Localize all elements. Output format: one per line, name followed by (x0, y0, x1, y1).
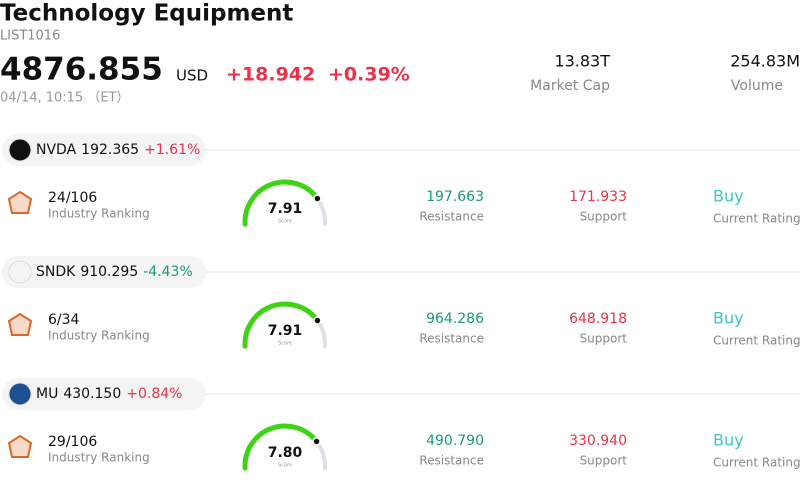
change: +1.61% (144, 142, 200, 158)
resistance-label: Resistance (419, 210, 484, 224)
ranking-label: Industry Ranking (48, 329, 150, 343)
resistance: 490.790 (426, 433, 484, 449)
score-label: Score (278, 341, 292, 347)
support: 330.940 (569, 433, 627, 449)
title: Technology Equipment (0, 1, 293, 27)
ranking: 29/106 (48, 434, 97, 450)
ranking-label: Industry Ranking (48, 451, 150, 465)
change: +18.942 (226, 64, 315, 86)
support-label: Support (580, 454, 628, 468)
change: +0.84% (126, 386, 182, 402)
ticker: SNDK (36, 264, 76, 280)
ranking-icon (7, 434, 33, 458)
code: LIST1016 (0, 29, 60, 44)
ranking-label: Industry Ranking (48, 207, 150, 221)
score: 7.91 (268, 323, 303, 339)
rating-label: Current Rating (713, 334, 800, 348)
price: 192.365 (81, 142, 139, 158)
currency: USD (176, 67, 208, 85)
rating-label: Current Rating (713, 212, 800, 226)
ticker: MU (36, 386, 58, 402)
gauge-fill (242, 301, 320, 349)
rating: Buy (713, 431, 744, 450)
score-label: Score (278, 463, 292, 469)
stock-logo (8, 138, 32, 162)
resistance: 197.663 (426, 189, 484, 205)
ranking-icon (7, 312, 33, 336)
change-pct: +0.39% (328, 64, 410, 86)
ranking: 24/106 (48, 190, 97, 206)
gauge-fill (242, 423, 320, 471)
stock-pill (2, 256, 206, 288)
volume-label: Volume (731, 78, 783, 94)
stock-ticker: SNDK 910.295 -4.43% (36, 264, 193, 280)
score-label: Score (278, 219, 292, 225)
market-cap: 13.83T (554, 52, 610, 71)
stock-ticker: MU 430.150 +0.84% (36, 386, 182, 402)
score: 7.91 (268, 201, 303, 217)
gauge-dot (313, 194, 322, 203)
stock-pill (2, 378, 206, 410)
rating: Buy (713, 187, 744, 206)
support: 648.918 (569, 311, 627, 327)
rating-label: Current Rating (713, 456, 800, 470)
gauge-dot (313, 316, 322, 325)
resistance: 964.286 (426, 311, 484, 327)
support-label: Support (580, 210, 628, 224)
gauge-fill (242, 179, 320, 227)
stock-ticker: NVDA 192.365 +1.61% (36, 142, 200, 158)
support-label: Support (580, 332, 628, 346)
gauge-dot (312, 437, 321, 446)
change: -4.43% (143, 264, 193, 280)
ticker: NVDA (36, 142, 77, 158)
time: 04/14, 10:15 （ET） (0, 91, 129, 106)
price: 430.150 (63, 386, 121, 402)
market-cap-label: Market Cap (530, 78, 610, 94)
price: 4876.855 (0, 52, 163, 88)
ranking: 6/34 (48, 312, 80, 328)
ranking-icon (7, 190, 33, 214)
support: 171.933 (569, 189, 627, 205)
volume: 254.83M (730, 52, 800, 71)
score: 7.80 (268, 445, 303, 461)
resistance-label: Resistance (419, 454, 484, 468)
rating: Buy (713, 309, 744, 328)
price: 910.295 (80, 264, 138, 280)
resistance-label: Resistance (419, 332, 484, 346)
stock-logo (8, 382, 32, 406)
stock-pill (2, 134, 206, 166)
stock-logo (8, 260, 32, 284)
